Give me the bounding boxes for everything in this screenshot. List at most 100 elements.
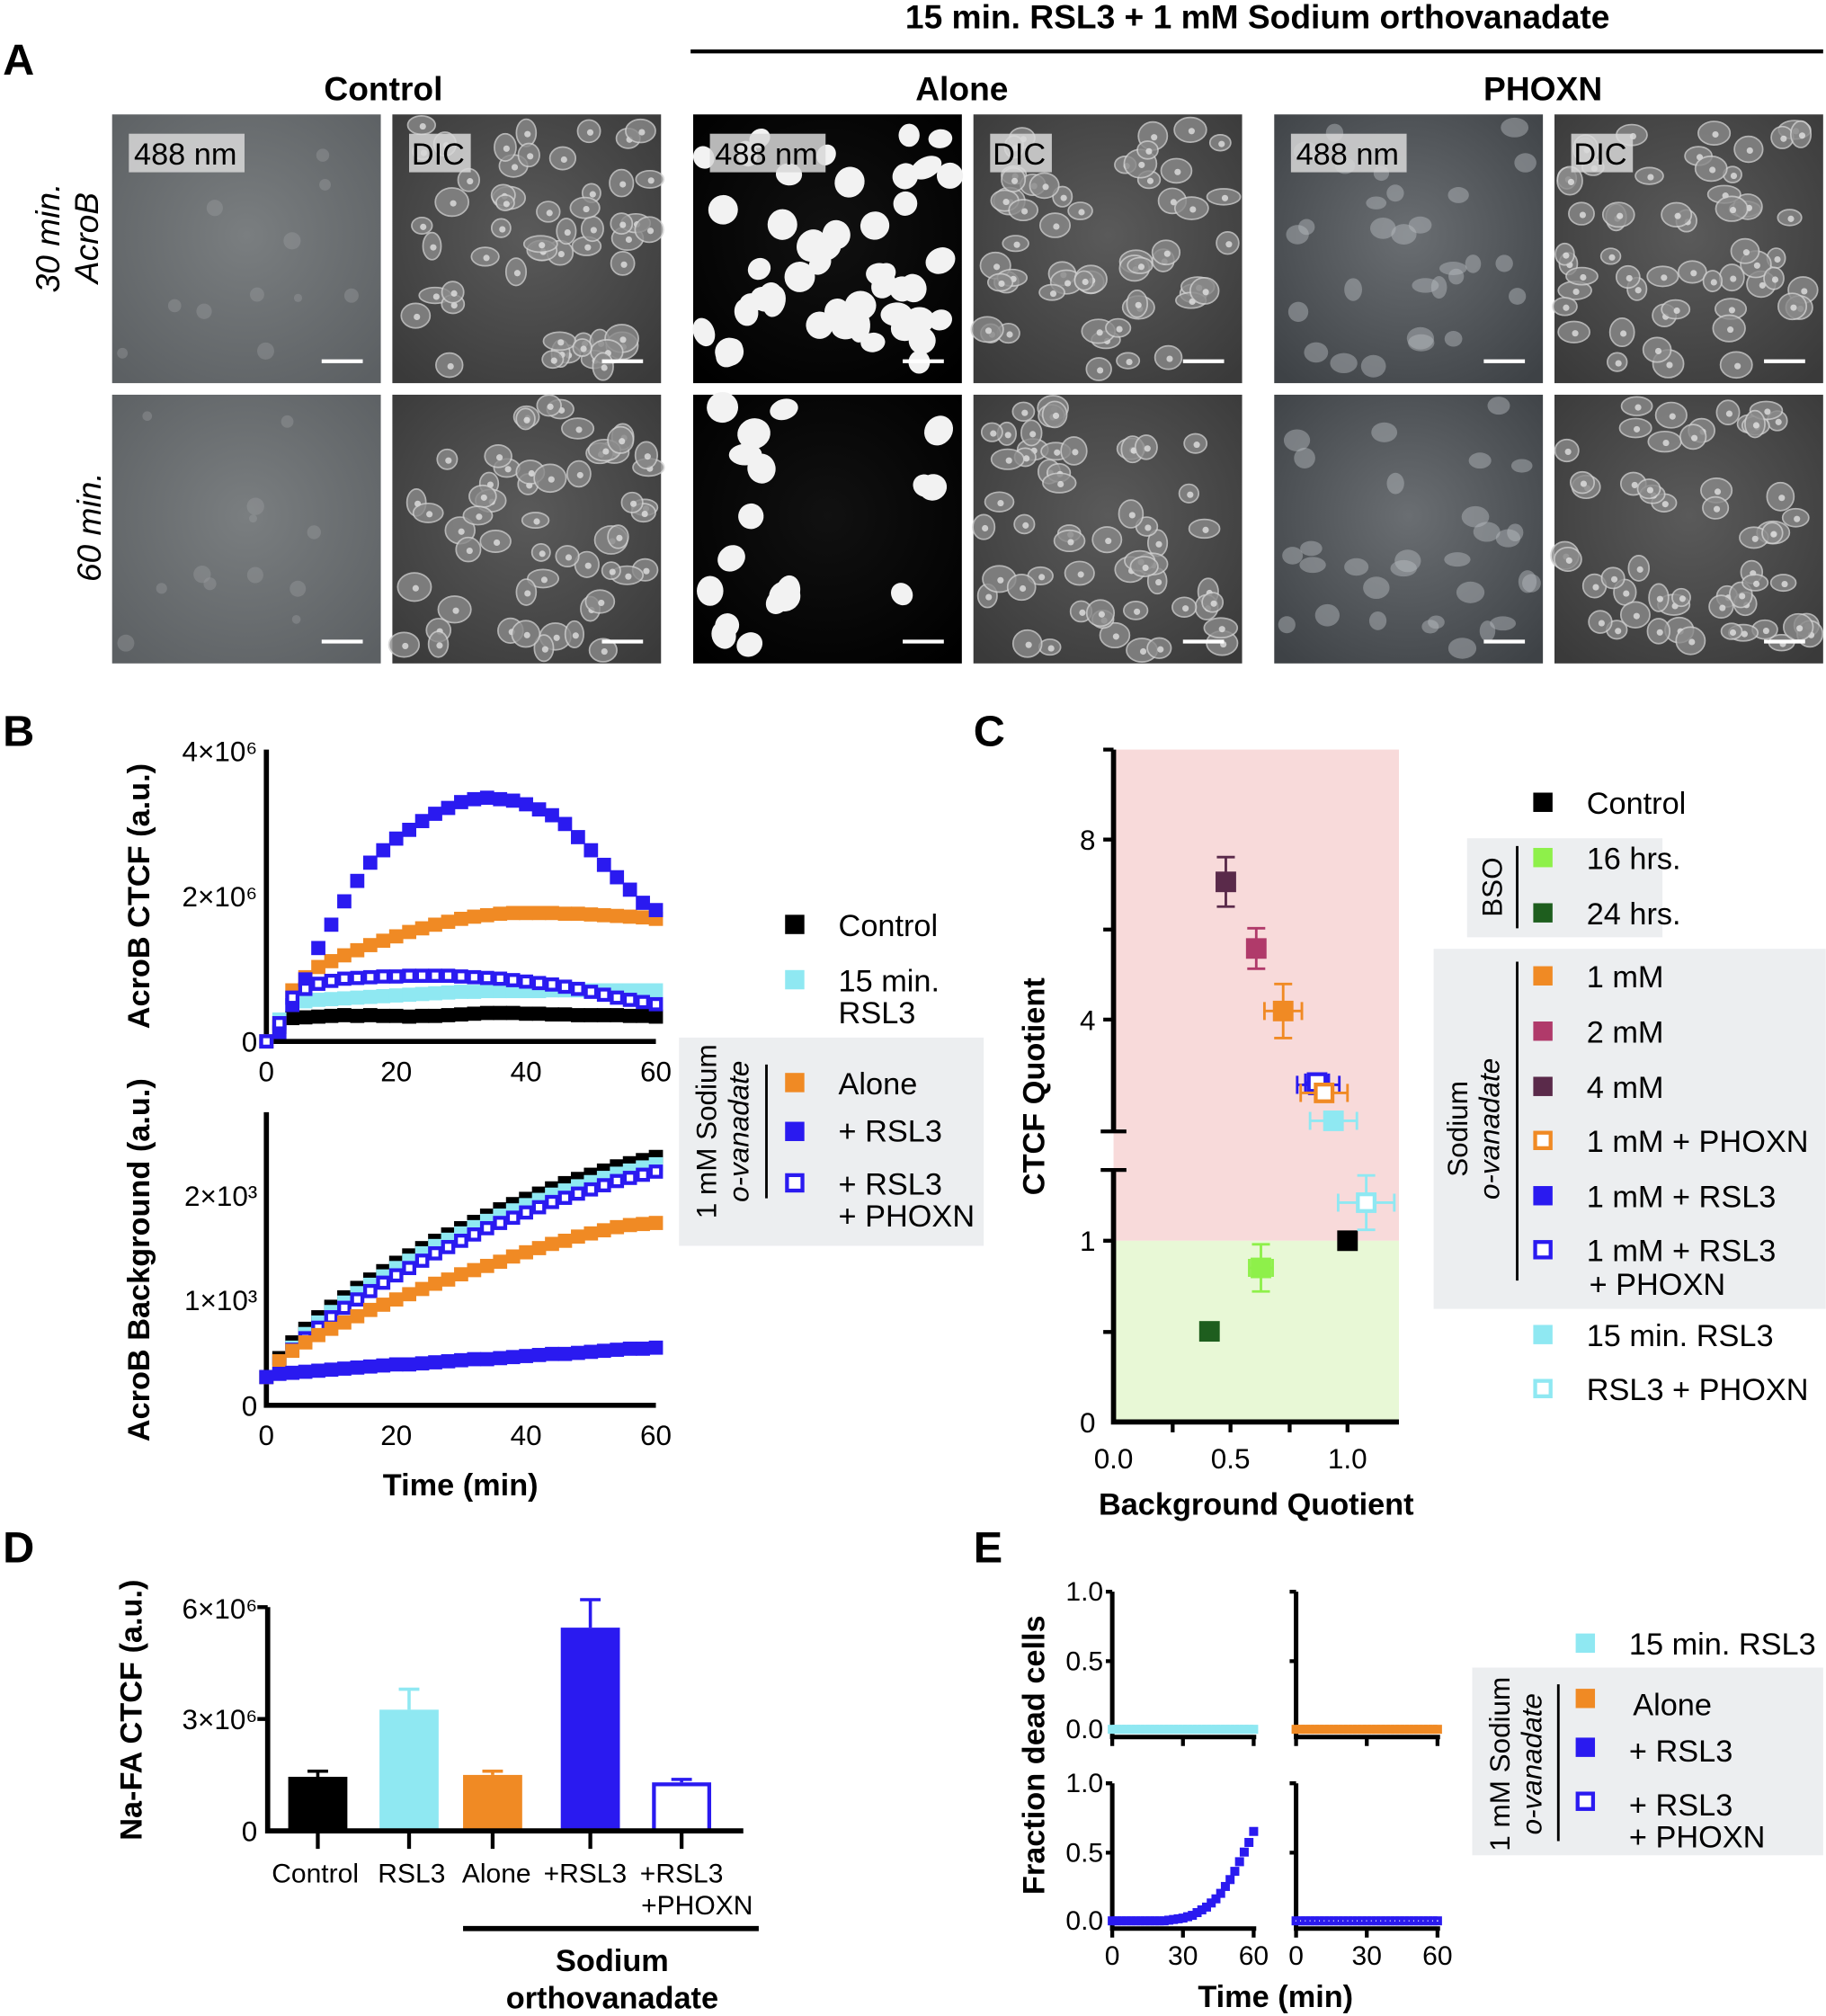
- data-point: [531, 976, 547, 991]
- cell-nucleus: [1047, 645, 1055, 652]
- cell-nucleus: [998, 280, 1005, 288]
- data-point: [545, 1346, 559, 1361]
- e-legend: 15 min. RSL3 1 mM Sodium o-vanadate Alon…: [1472, 1628, 1823, 1856]
- e-ticklabels: 1.0 0.5 0.0 1.0 0.5 0.0 0 30 60 0 30 60: [1065, 1577, 1452, 1971]
- data-point: [1220, 1881, 1230, 1891]
- data-point: [1394, 1725, 1404, 1735]
- cell-nucleus: [1764, 408, 1771, 415]
- data-point: [1136, 1916, 1145, 1926]
- data-point: [1352, 1725, 1362, 1735]
- data-point: [1225, 1875, 1235, 1885]
- fluorescent-cell: [1522, 574, 1541, 593]
- data-point: [571, 906, 585, 922]
- c-legend-24hrs: 24 hrs.: [1587, 897, 1681, 932]
- data-point: [1178, 1913, 1188, 1923]
- data-point: [337, 1315, 352, 1330]
- channel-label-488-alone: 488 nm: [709, 133, 826, 173]
- data-point: [414, 986, 430, 1002]
- data-point: [1145, 1725, 1155, 1735]
- fluorescent-cell: [1468, 452, 1492, 469]
- data-point: [1201, 1725, 1211, 1735]
- cell-nucleus: [1038, 574, 1046, 581]
- data-point: [388, 929, 404, 944]
- c-legend-1mm-rsl3-phoxn-2: + PHOXN: [1590, 1268, 1726, 1302]
- fluorescent-cell: [692, 317, 716, 347]
- data-point: [298, 1364, 313, 1379]
- data-point: [545, 977, 559, 992]
- data-point: [583, 1008, 599, 1022]
- cell-nucleus: [527, 153, 534, 160]
- svg-text:DIC: DIC: [993, 138, 1046, 172]
- data-point: [272, 1366, 287, 1381]
- data-point: [272, 1016, 287, 1030]
- cell-nucleus: [1579, 211, 1586, 219]
- cell-nucleus: [430, 244, 437, 251]
- point-16-hrs: [1248, 1243, 1274, 1293]
- b-top-xtick: 0: [259, 1057, 274, 1088]
- cell-nucleus: [576, 471, 583, 478]
- cell-nucleus: [997, 576, 1004, 584]
- data-point: [519, 1244, 533, 1260]
- faint-spot: [156, 583, 167, 594]
- cell-nucleus: [997, 499, 1004, 507]
- b-top-ytick: 4×10⁶: [183, 736, 258, 767]
- cell-nucleus: [586, 129, 594, 136]
- fluorescent-cell: [918, 474, 948, 501]
- c-plot: [1198, 855, 1396, 1343]
- cell-nucleus: [1742, 249, 1750, 256]
- fluorescent-cell: [892, 163, 919, 190]
- data-point: [376, 1298, 391, 1312]
- d-xtick-plus-rsl3-phoxn-2: +PHOXN: [641, 1891, 753, 1921]
- c-xtick: 0.0: [1094, 1443, 1134, 1475]
- cell-nucleus: [1022, 522, 1029, 529]
- cell-nucleus: [1741, 630, 1748, 638]
- data-point: [583, 1182, 599, 1197]
- cell-nucleus: [432, 293, 440, 300]
- data-point: [324, 1321, 339, 1336]
- data-point: [388, 1292, 404, 1307]
- fluorescent-cell: [1501, 117, 1529, 138]
- b-bottom-ytick: 0: [242, 1390, 257, 1422]
- data-point: [324, 973, 339, 988]
- data-point: [376, 969, 391, 984]
- cell-nucleus: [499, 226, 506, 233]
- legend-marker-16-hrs: [1533, 847, 1553, 868]
- data-point: [1136, 1725, 1145, 1735]
- c-pink-zone: [1113, 749, 1399, 1241]
- e-legend-group-subtitle: o-vanadate: [1517, 1693, 1548, 1834]
- e-ytick: 0.0: [1065, 1906, 1103, 1936]
- cell-nucleus: [1728, 307, 1736, 314]
- cell-nucleus: [1202, 526, 1209, 533]
- d-group-label: Sodium: [556, 1944, 669, 1978]
- channel-label-dic-alone: DIC: [990, 133, 1052, 173]
- data-point: [610, 908, 625, 923]
- faint-spot: [283, 232, 301, 250]
- fluorescent-cell: [1514, 153, 1537, 173]
- data-point: [311, 977, 325, 991]
- cell-nucleus: [1166, 355, 1173, 362]
- data-point: [583, 985, 599, 999]
- c-ytick: 1: [1080, 1226, 1095, 1257]
- data-point: [1310, 1725, 1320, 1735]
- cell-nucleus: [1564, 448, 1572, 456]
- cell-nucleus: [565, 554, 573, 561]
- cell-nucleus: [523, 416, 530, 424]
- cell-nucleus: [419, 122, 426, 130]
- data-point: [441, 1239, 456, 1254]
- data-point: [596, 1178, 611, 1192]
- b-legend: Control 15 min. RSL3 1 mM Sodium o-vanad…: [679, 909, 984, 1246]
- faint-spot: [291, 615, 301, 624]
- data-point: [337, 948, 352, 963]
- data-point: [545, 1007, 559, 1022]
- fluorescent-cell: [1439, 262, 1467, 275]
- cell-nucleus: [1126, 359, 1133, 366]
- cell-nucleus: [1709, 166, 1716, 174]
- cell-nucleus: [1679, 595, 1686, 602]
- cell-nucleus: [1077, 571, 1084, 578]
- data-point: [1207, 1898, 1216, 1908]
- cell-nucleus: [583, 206, 590, 213]
- data-point: [1419, 1725, 1429, 1735]
- fluorescent-cell: [737, 418, 770, 450]
- fluorescent-cell: [697, 575, 724, 606]
